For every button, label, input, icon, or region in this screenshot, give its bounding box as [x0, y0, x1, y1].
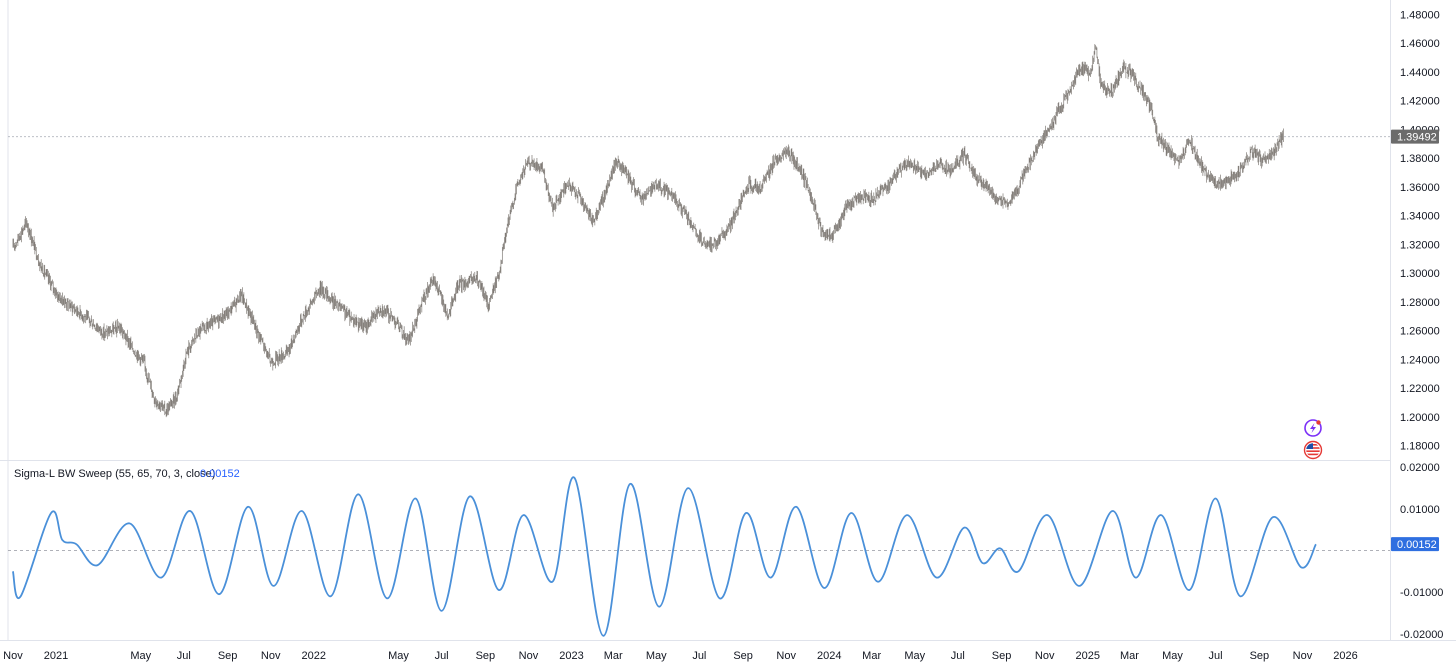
time-tick-label: Mar	[604, 650, 623, 662]
time-tick-label: 2026	[1333, 650, 1357, 662]
indicator-current-value: 0.00152	[200, 468, 240, 480]
indicator-title[interactable]: Sigma-L BW Sweep (55, 65, 70, 3, close)	[14, 468, 215, 480]
time-tick-label: May	[130, 650, 151, 662]
time-tick-label: Jul	[951, 650, 965, 662]
time-tick-label: 2023	[559, 650, 583, 662]
us-flag-icon[interactable]	[1303, 440, 1323, 460]
time-tick-label: Jul	[435, 650, 449, 662]
time-tick-label: Nov	[776, 650, 796, 662]
price-tick-label: 1.20000	[1400, 412, 1440, 424]
time-tick-label: Mar	[1120, 650, 1139, 662]
last-price-badge-text: 1.39492	[1397, 132, 1437, 144]
price-tick-label: 1.48000	[1400, 9, 1440, 21]
time-tick-label: Sep	[1250, 650, 1270, 662]
indicator-tick-label: -0.02000	[1400, 629, 1443, 641]
time-tick-label: Jul	[177, 650, 191, 662]
last-price-badge: 1.39492	[1391, 129, 1439, 144]
time-tick-label: 2025	[1076, 650, 1100, 662]
indicator-value-badge-text: 0.00152	[1397, 539, 1437, 551]
time-tick-label: May	[1162, 650, 1183, 662]
price-tick-label: 1.34000	[1400, 211, 1440, 223]
price-tick-label: 1.36000	[1400, 182, 1440, 194]
time-tick-label: Nov	[1035, 650, 1055, 662]
indicator-value-badge-bg	[1391, 537, 1439, 552]
time-tick-label: May	[904, 650, 925, 662]
oscillator-line	[12, 476, 1317, 637]
time-tick-label: Sep	[992, 650, 1012, 662]
price-tick-label: 1.28000	[1400, 297, 1440, 309]
indicator-tick-label: 0.02000	[1400, 462, 1440, 474]
time-tick-label: Sep	[218, 650, 238, 662]
time-scale[interactable]: Nov 2021 May Jul Sep Nov 2022 May Jul Sep Nov 2023 M…	[3, 650, 1358, 662]
time-tick-label: Nov	[3, 650, 23, 662]
price-scale[interactable]: 1.480001.460001.440001.420001.400001.380…	[1400, 9, 1440, 452]
price-pane[interactable]	[8, 44, 1390, 418]
indicator-pane[interactable]: Sigma-L BW Sweep (55, 65, 70, 3, close) …	[8, 468, 1390, 637]
time-tick-label: Nov	[519, 650, 539, 662]
indicator-scale[interactable]: 0.02000 0.01000 -0.01000 -0.02000	[1400, 462, 1443, 641]
time-tick-label: Sep	[733, 650, 753, 662]
price-tick-label: 1.22000	[1400, 383, 1440, 395]
time-tick-label: Jul	[692, 650, 706, 662]
time-tick-label: Sep	[476, 650, 496, 662]
time-tick-label: Nov	[261, 650, 281, 662]
indicator-tick-label: 0.01000	[1400, 504, 1440, 516]
price-tick-label: 1.38000	[1400, 153, 1440, 165]
indicator-value-badge: 0.00152	[1391, 537, 1439, 552]
price-tick-label: 1.46000	[1400, 38, 1440, 50]
time-tick-label: Nov	[1293, 650, 1313, 662]
time-tick-label: Mar	[862, 650, 881, 662]
time-tick-label: 2022	[302, 650, 326, 662]
indicator-tick-label: -0.01000	[1400, 587, 1443, 599]
time-tick-label: May	[388, 650, 409, 662]
price-tick-label: 1.42000	[1400, 96, 1440, 108]
price-tick-label: 1.26000	[1400, 326, 1440, 338]
price-tick-label: 1.30000	[1400, 268, 1440, 280]
price-tick-label: 1.44000	[1400, 67, 1440, 79]
price-tick-label: 1.32000	[1400, 239, 1440, 251]
time-tick-label: May	[646, 650, 667, 662]
time-tick-label: 2024	[817, 650, 841, 662]
last-price-badge-bg	[1391, 129, 1439, 144]
price-tick-label: 1.24000	[1400, 354, 1440, 366]
time-tick-label: Jul	[1209, 650, 1223, 662]
candle-series	[12, 44, 1284, 418]
time-tick-label: 2021	[44, 650, 68, 662]
price-tick-label: 1.18000	[1400, 441, 1440, 453]
lightning-badge-icon[interactable]	[1304, 419, 1322, 437]
